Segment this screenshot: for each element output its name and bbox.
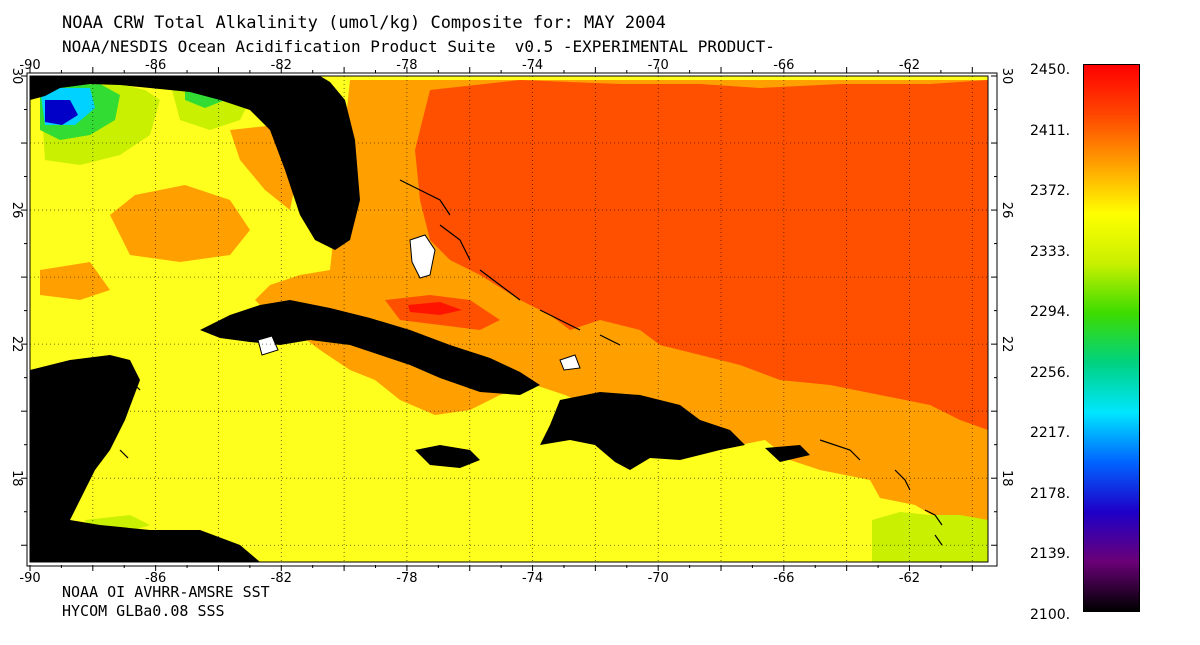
lon-tick-label-top: -66 <box>773 58 794 73</box>
lat-tick-label-left: 18 <box>9 470 24 487</box>
lat-tick-label-right: 18 <box>999 470 1014 487</box>
map-frame <box>29 75 989 563</box>
lon-tick-label-bottom: -90 <box>19 571 40 586</box>
lat-tick-label-right: 26 <box>999 202 1014 219</box>
island-inagua <box>559 354 581 371</box>
map-field <box>30 76 988 562</box>
colorbar-tick-label: 2100. <box>1030 607 1071 623</box>
lat-tick-label-left: 22 <box>9 336 24 353</box>
colorbar-tick-label: 2294. <box>1030 304 1071 321</box>
lon-tick-label-bottom: -78 <box>396 571 417 586</box>
colorbar-tick-label: 2333. <box>1030 243 1071 260</box>
lat-tick-label-left: 30 <box>9 68 24 85</box>
map-title: NOAA CRW Total Alkalinity (umol/kg) Comp… <box>62 13 666 33</box>
land-puerto-rico <box>765 445 810 462</box>
land-cuba <box>200 300 540 395</box>
lon-tick-label-top: -78 <box>396 58 417 73</box>
ocean-red-streak <box>408 302 462 315</box>
colorbar-tick-label: 2217. <box>1030 425 1071 442</box>
map-subtitle: NOAA/NESDIS Ocean Acidification Product … <box>62 37 775 56</box>
ocean-orange-gulf-patch <box>110 185 250 262</box>
lon-tick-label-bottom: -86 <box>145 571 166 586</box>
lat-tick-label-right: 30 <box>999 68 1014 85</box>
lon-tick-label-top: -82 <box>271 58 292 73</box>
map-outer-frame <box>26 72 998 567</box>
colorbar-tick-label: 2178. <box>1030 485 1071 502</box>
credit-sst: NOAA OI AVHRR-AMSRE SST <box>62 583 270 601</box>
island-isla-juventud <box>257 335 279 356</box>
land-yucatan <box>30 355 260 562</box>
ocean-orange-gulf-west <box>40 262 110 300</box>
colorbar-tick-label: 2411. <box>1030 122 1071 139</box>
colorbar-tick-label: 2372. <box>1030 183 1071 200</box>
ocean-blue-patch <box>45 100 78 125</box>
lon-tick-label-top: -62 <box>899 58 920 73</box>
lon-tick-label-bottom: -66 <box>773 571 794 586</box>
lon-tick-label-top: -90 <box>19 58 40 73</box>
colorbar <box>1083 64 1140 612</box>
land-jamaica <box>415 445 480 468</box>
lon-tick-label-top: -74 <box>522 58 543 73</box>
colorbar-tick-label: 2139. <box>1030 546 1071 563</box>
land-florida-inner <box>270 82 355 240</box>
lon-tick-label-bottom: -70 <box>648 571 669 586</box>
lon-tick-label-top: -86 <box>145 58 166 73</box>
ocean-dark-orange-zone <box>415 80 988 430</box>
land-hispaniola <box>540 392 745 470</box>
lon-tick-label-bottom: -82 <box>271 571 292 586</box>
lon-tick-label-top: -70 <box>648 58 669 73</box>
island-outlines <box>119 179 943 546</box>
island-andros <box>409 234 436 279</box>
lat-tick-label-right: 22 <box>999 336 1014 353</box>
colorbar-tick-label: 2450. <box>1030 62 1071 78</box>
ocean-yellow-green-patch-se <box>872 512 988 562</box>
credit-sss: HYCOM GLBa0.08 SSS <box>62 602 225 620</box>
graticule <box>30 76 988 562</box>
lon-tick-label-bottom: -62 <box>899 571 920 586</box>
lat-tick-label-left: 26 <box>9 202 24 219</box>
lon-tick-label-bottom: -74 <box>522 571 543 586</box>
axis-ticks: -90 -90 -86 -86 -82 -82 -78 -78 -74 -74 -70 -70 -66 -… <box>9 58 1014 586</box>
colorbar-tick-label: 2256. <box>1030 364 1071 381</box>
